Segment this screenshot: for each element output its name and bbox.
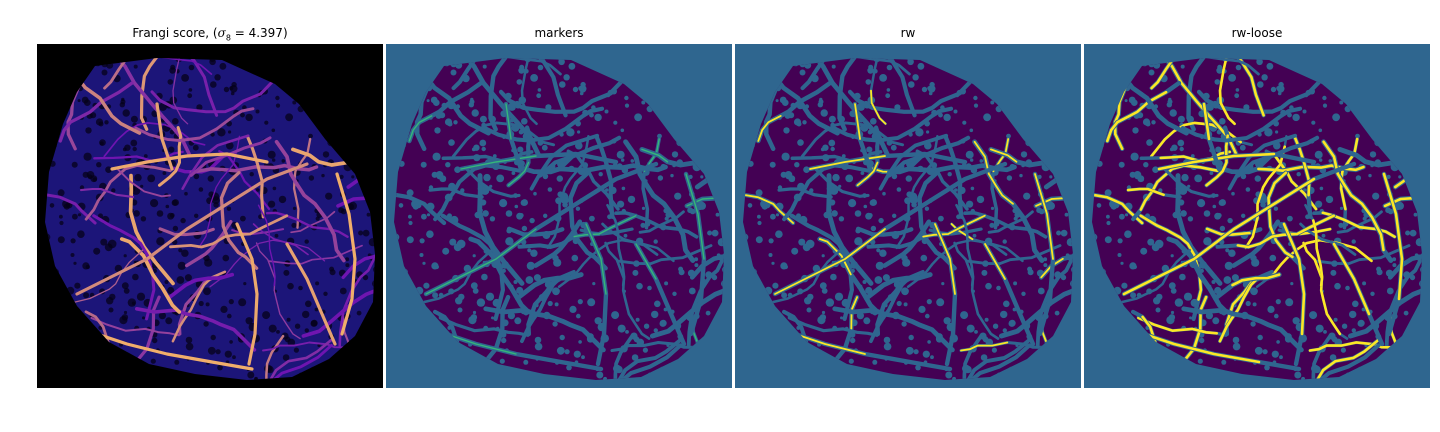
label-segment bbox=[1267, 171, 1294, 259]
label-segment bbox=[1139, 214, 1203, 301]
label-segment bbox=[641, 148, 669, 163]
label-segment bbox=[794, 333, 866, 355]
label-segment bbox=[1035, 196, 1073, 207]
rw-loose-canvas bbox=[1084, 44, 1430, 388]
rw-loose-panel-title: rw-loose bbox=[1231, 26, 1283, 40]
label-segment bbox=[1231, 273, 1281, 287]
label-segment bbox=[984, 243, 1006, 280]
label-segment bbox=[1302, 241, 1342, 336]
label-segment bbox=[1142, 332, 1261, 364]
label-segment bbox=[774, 228, 886, 295]
label-segment bbox=[1383, 195, 1422, 208]
label-segment bbox=[1122, 177, 1316, 296]
label-segment bbox=[1139, 164, 1219, 211]
label-segment bbox=[1332, 242, 1371, 316]
label-segment bbox=[445, 333, 517, 355]
label-segment bbox=[818, 238, 852, 276]
frangi-title-prefix: Frangi score, ( bbox=[132, 26, 218, 40]
label-segment bbox=[922, 214, 986, 238]
label-segment bbox=[1271, 238, 1373, 277]
rw-loose-panel: rw-loose bbox=[1084, 0, 1430, 432]
label-segment bbox=[408, 115, 433, 142]
label-segment bbox=[1034, 173, 1054, 260]
label-segment bbox=[1289, 338, 1380, 380]
label-segment bbox=[1150, 58, 1208, 90]
label-segment bbox=[1322, 140, 1385, 252]
label-segment bbox=[573, 215, 637, 238]
label-segment bbox=[585, 223, 607, 295]
label-segment bbox=[1092, 189, 1144, 225]
label-segment bbox=[460, 155, 537, 170]
label-segment bbox=[1218, 276, 1260, 343]
markers-canvas bbox=[386, 44, 732, 388]
label-segment bbox=[1308, 341, 1400, 352]
markers-panel: markers bbox=[386, 0, 732, 432]
rw-canvas bbox=[735, 44, 1081, 388]
label-segment bbox=[1218, 58, 1236, 126]
label-segment bbox=[1202, 102, 1211, 141]
vessel-layer bbox=[743, 58, 1073, 380]
label-segment bbox=[990, 148, 1018, 163]
frangi-panel: Frangi score, (σ8 = 4.397) bbox=[37, 0, 383, 432]
label-segment bbox=[685, 173, 705, 260]
label-segment bbox=[1205, 134, 1229, 187]
label-segment bbox=[1181, 295, 1208, 364]
label-segment bbox=[757, 115, 782, 142]
rw-image bbox=[735, 44, 1081, 388]
rw-panel-title: rw bbox=[900, 26, 916, 40]
label-segment bbox=[505, 103, 512, 140]
rw-panel: rw bbox=[735, 0, 1081, 432]
label-segment bbox=[1239, 58, 1265, 117]
label-segment bbox=[507, 161, 530, 186]
frangi-title-subscript: 8 bbox=[225, 33, 231, 43]
label-segment bbox=[635, 243, 657, 280]
label-segment bbox=[1244, 145, 1286, 250]
label-segment bbox=[856, 161, 879, 187]
label-segment bbox=[870, 89, 887, 125]
frangi-panel-title: Frangi score, (σ8 = 4.397) bbox=[37, 26, 383, 42]
label-segment bbox=[425, 228, 537, 295]
frangi-title-value: = 4.397) bbox=[230, 26, 288, 40]
label-segment bbox=[1312, 219, 1324, 287]
label-segment bbox=[973, 140, 1014, 205]
rw-loose-image bbox=[1084, 44, 1430, 388]
frangi-title-sigma: σ bbox=[217, 26, 226, 40]
label-segment bbox=[686, 196, 724, 207]
label-segment bbox=[960, 341, 1009, 352]
frangi-image bbox=[37, 44, 383, 388]
label-segment bbox=[1382, 172, 1404, 301]
label-segment bbox=[809, 155, 886, 170]
frangi-canvas bbox=[37, 44, 383, 388]
markers-image bbox=[386, 44, 732, 388]
label-segment bbox=[743, 193, 794, 224]
label-segment bbox=[1282, 222, 1306, 336]
markers-panel-title: markers bbox=[534, 26, 584, 40]
label-segment bbox=[1137, 316, 1219, 335]
label-segment bbox=[1126, 187, 1165, 197]
label-segment bbox=[854, 103, 861, 140]
label-segment bbox=[934, 223, 956, 295]
